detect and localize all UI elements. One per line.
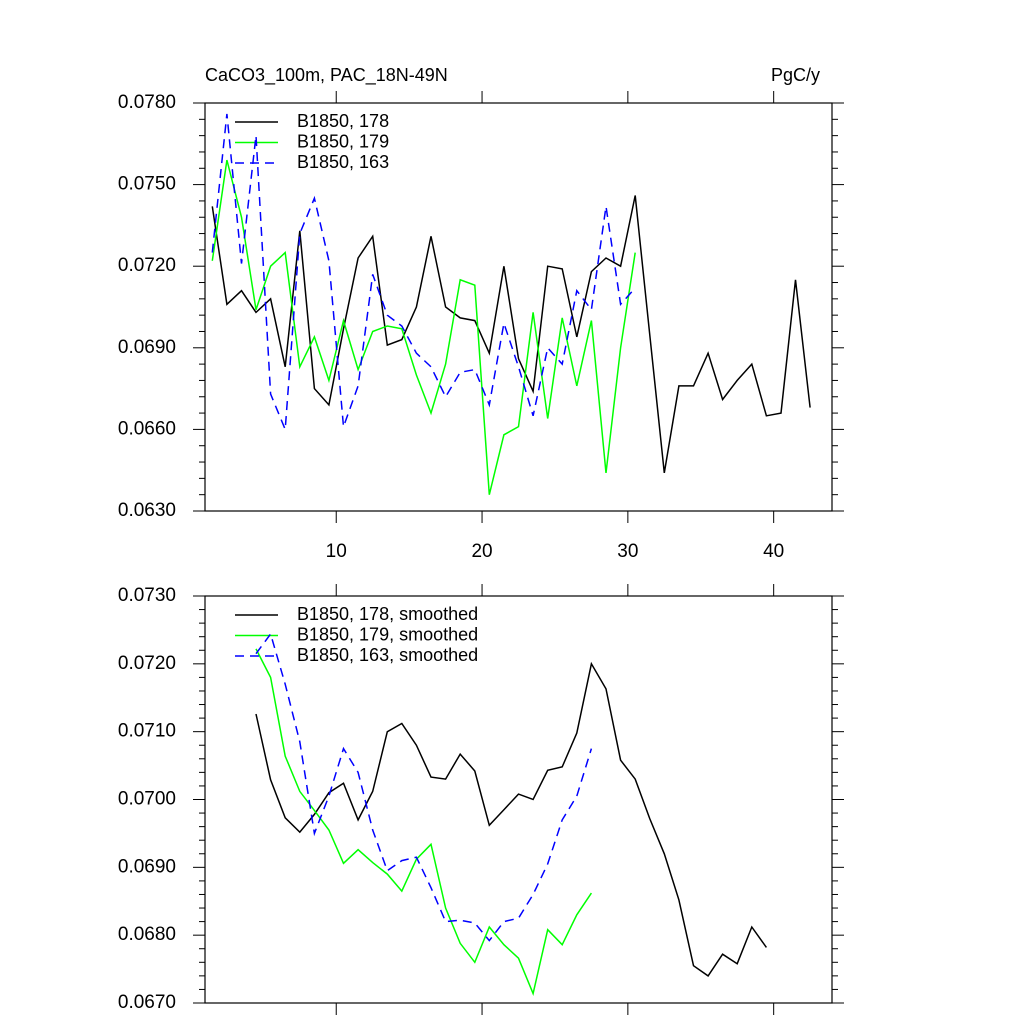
series-line (255, 632, 593, 942)
x-tick-label: 30 (617, 541, 638, 562)
series-line (211, 159, 636, 495)
chart-title: CaCO3_100m, PAC_18N-49N (205, 65, 448, 86)
x-tick-label: 10 (326, 541, 347, 562)
series-line (211, 113, 636, 430)
y-tick-label: 0.0690 (118, 856, 176, 877)
y-tick-label: 0.0720 (118, 653, 176, 674)
y-tick-label: 0.0750 (118, 174, 176, 195)
series-line (255, 661, 768, 977)
y-tick-label: 0.0720 (118, 255, 176, 276)
y-tick-label: 0.0630 (118, 500, 176, 521)
plot-frame (204, 102, 833, 512)
x-tick-label: 20 (471, 541, 492, 562)
legend-label: B1850, 163 (297, 152, 389, 172)
y-tick-label: 0.0680 (118, 924, 176, 945)
y-tick-label: 0.0710 (118, 721, 176, 742)
y-tick-label: 0.0700 (118, 789, 176, 810)
y-tick-label: 0.0690 (118, 337, 176, 358)
legend-label: B1850, 179 (297, 131, 389, 151)
series-line (255, 648, 593, 996)
legend-label: B1850, 178, smoothed (297, 604, 478, 624)
legend-label: B1850, 179, smoothed (297, 624, 478, 644)
series-line (211, 195, 811, 474)
units-label: PgC/y (771, 65, 820, 85)
y-tick-label: 0.0660 (118, 418, 176, 439)
legend-label: B1850, 178 (297, 111, 389, 131)
y-tick-label: 0.0670 (118, 992, 176, 1013)
y-tick-label: 0.0730 (118, 585, 176, 606)
y-tick-label: 0.0780 (118, 92, 176, 113)
x-tick-label: 40 (763, 541, 784, 562)
legend-label: B1850, 163, smoothed (297, 645, 478, 665)
